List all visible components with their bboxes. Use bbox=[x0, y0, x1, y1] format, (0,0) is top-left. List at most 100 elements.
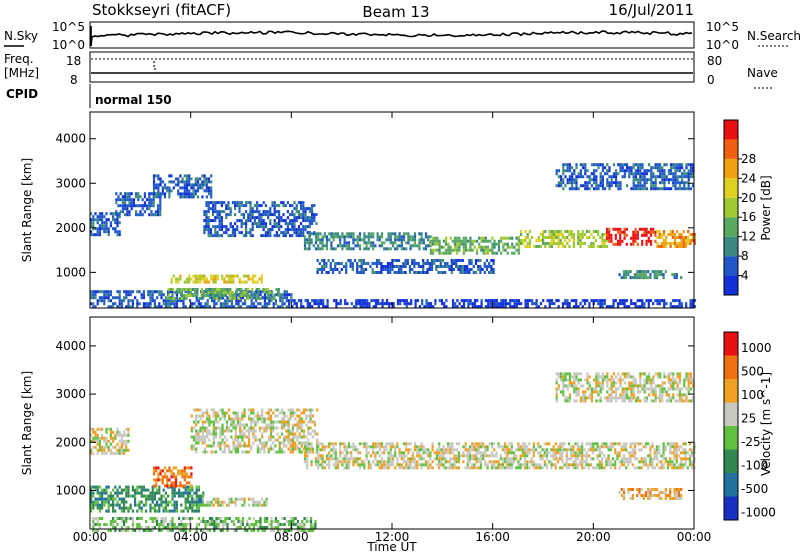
colorbar-segment bbox=[724, 355, 738, 379]
echo-band bbox=[170, 274, 263, 284]
colorbar-tick-label: 4 bbox=[741, 269, 749, 283]
power-colorbar-label: Power [dB] bbox=[759, 175, 773, 240]
x-tick-label: 00:00 bbox=[677, 530, 712, 544]
freq-tick-top: 18 bbox=[66, 54, 81, 68]
x-tick-label: 12:00 bbox=[375, 530, 410, 544]
nsearch-tick-bottom: 10^0 bbox=[706, 38, 739, 52]
freq-panel: Freq. [MHz] Nave 18 8 80 0 bbox=[4, 51, 778, 89]
y-tick-label: 3000 bbox=[55, 176, 86, 190]
x-axis: 00:00 04:00 08:00 12:00 16:00 20:00 00:00 bbox=[73, 112, 712, 544]
echo-band bbox=[316, 259, 495, 274]
echo-band bbox=[291, 299, 697, 309]
velocity-y-axis: 1000 2000 3000 4000 bbox=[55, 339, 694, 497]
nsearch-tick-top: 10^5 bbox=[706, 20, 739, 34]
echo-band bbox=[92, 517, 317, 532]
colorbar-segment bbox=[724, 120, 738, 140]
velocity-heatmap bbox=[90, 372, 696, 532]
power-y-axis: 1000 2000 3000 4000 bbox=[55, 132, 694, 279]
freq-unit-label: [MHz] bbox=[4, 66, 39, 80]
velocity-colorbar: 1000 500 100 25 -25 -100 -500 -1000 bbox=[723, 331, 776, 521]
colorbar-tick-label: -100 bbox=[741, 458, 768, 472]
colorbar-tick-label: 25 bbox=[741, 411, 756, 425]
colorbar-segment bbox=[724, 256, 738, 276]
velocity-panel: 1000 2000 3000 4000 Slant Range [km] bbox=[20, 316, 696, 532]
nave-label: Nave bbox=[747, 66, 778, 80]
echo-band bbox=[152, 174, 213, 199]
echo-band bbox=[165, 288, 280, 300]
colorbar-segment bbox=[724, 197, 738, 218]
x-tick-label: 04:00 bbox=[173, 530, 208, 544]
y-tick-label: 4000 bbox=[55, 132, 86, 146]
colorbar-tick-label: 16 bbox=[741, 210, 756, 224]
echo-band bbox=[303, 232, 432, 251]
echo-band bbox=[190, 408, 319, 454]
colorbar-tick-label: 500 bbox=[741, 364, 764, 378]
beam-label: Beam 13 bbox=[362, 3, 429, 21]
colorbar-tick-label: -500 bbox=[741, 482, 768, 496]
echo-band bbox=[605, 227, 657, 246]
echo-band bbox=[618, 488, 683, 500]
x-tick-label: 00:00 bbox=[73, 530, 108, 544]
power-heatmap bbox=[90, 163, 697, 309]
nave-tick-bottom: 0 bbox=[707, 73, 715, 87]
colorbar-tick-label: -25 bbox=[741, 435, 761, 449]
colorbar-segment bbox=[724, 275, 738, 295]
echo-band bbox=[555, 372, 695, 403]
echo-band bbox=[115, 192, 162, 217]
nsky-tick-top: 10^5 bbox=[52, 20, 85, 34]
colorbar-segment bbox=[724, 332, 738, 356]
echo-band bbox=[152, 466, 193, 488]
echo-band bbox=[555, 163, 695, 191]
colorbar-segment bbox=[724, 236, 738, 257]
colorbar-segment bbox=[724, 158, 738, 179]
nave-tick-top: 80 bbox=[707, 54, 722, 68]
velocity-colorbar-label: Velocity [m s^-1] bbox=[759, 372, 773, 476]
cpid-mode: normal 150 bbox=[95, 93, 172, 107]
colorbar-tick-label: 1000 bbox=[741, 341, 772, 355]
power-colorbar: 4 8 12 16 20 24 28 bbox=[723, 119, 756, 296]
colorbar-segment bbox=[724, 379, 738, 403]
echo-band bbox=[90, 427, 130, 455]
colorbar-tick-label: -1000 bbox=[741, 505, 776, 519]
x-tick-label: 16:00 bbox=[475, 530, 510, 544]
y-tick-label: 3000 bbox=[55, 387, 86, 401]
colorbar-segment bbox=[724, 402, 738, 426]
y-tick-label: 2000 bbox=[55, 221, 86, 235]
nsky-panel: N.Sky N.Search 10^5 10^0 10^5 10^0 bbox=[4, 20, 800, 52]
colorbar-tick-label: 20 bbox=[741, 191, 756, 205]
colorbar-segment bbox=[724, 473, 738, 497]
colorbar-segment bbox=[724, 449, 738, 473]
nsearch-label: N.Search bbox=[747, 29, 800, 43]
velocity-y-label: Slant Range [km] bbox=[20, 371, 34, 475]
nsky-tick-bottom: 10^0 bbox=[52, 38, 85, 52]
colorbar-segment bbox=[724, 139, 738, 159]
x-tick-label: 20:00 bbox=[576, 530, 611, 544]
colorbar-segment bbox=[724, 217, 738, 237]
colorbar-tick-label: 28 bbox=[741, 152, 756, 166]
echo-band bbox=[517, 230, 608, 248]
echo-band bbox=[656, 230, 696, 248]
cpid-label: CPID bbox=[6, 87, 38, 101]
echo-band bbox=[203, 201, 318, 238]
colorbar-segment bbox=[724, 426, 738, 450]
echo-band bbox=[429, 236, 520, 255]
freq-label: Freq. bbox=[4, 52, 34, 66]
power-panel: 1000 2000 3000 4000 Slant Range [km] bbox=[20, 111, 697, 309]
x-axis-label: Time UT bbox=[366, 540, 417, 554]
y-tick-label: 2000 bbox=[55, 435, 86, 449]
echo-band bbox=[618, 270, 683, 280]
colorbar-tick-label: 24 bbox=[741, 171, 756, 185]
colorbar-tick-label: 8 bbox=[741, 249, 749, 263]
plot-title: Stokkseyri (fitACF) bbox=[92, 1, 231, 19]
colorbar-tick-label: 100 bbox=[741, 388, 764, 402]
colorbar-segment bbox=[724, 496, 738, 520]
y-tick-label: 1000 bbox=[55, 265, 86, 279]
colorbar-segment bbox=[724, 178, 738, 198]
power-y-label: Slant Range [km] bbox=[20, 158, 34, 262]
x-tick-label: 08:00 bbox=[274, 530, 309, 544]
date-label: 16/Jul/2011 bbox=[609, 1, 694, 19]
y-tick-label: 4000 bbox=[55, 339, 86, 353]
freq-tick-bottom: 8 bbox=[70, 73, 78, 87]
nsky-trace bbox=[90, 26, 693, 47]
